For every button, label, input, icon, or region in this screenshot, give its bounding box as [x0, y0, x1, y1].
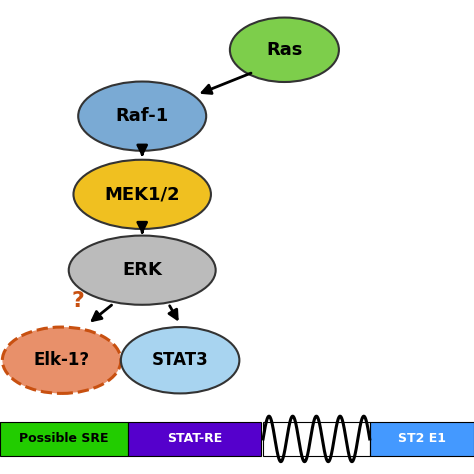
Ellipse shape — [69, 236, 216, 305]
Bar — [370, 422, 474, 456]
Text: ?: ? — [72, 291, 85, 311]
Text: Elk-1?: Elk-1? — [34, 351, 90, 369]
Text: MEK1/2: MEK1/2 — [104, 185, 180, 203]
Text: Ras: Ras — [266, 41, 302, 59]
Bar — [263, 422, 370, 456]
Text: ST2 E1: ST2 E1 — [398, 432, 446, 446]
Ellipse shape — [121, 327, 239, 393]
Ellipse shape — [78, 82, 206, 151]
Text: STAT-RE: STAT-RE — [167, 432, 222, 446]
Bar — [0, 422, 128, 456]
Ellipse shape — [230, 18, 339, 82]
Ellipse shape — [2, 327, 121, 393]
Bar — [128, 422, 261, 456]
Bar — [0, 422, 128, 456]
Bar — [370, 422, 474, 456]
Bar — [263, 422, 370, 456]
Text: ERK: ERK — [122, 261, 162, 279]
Text: Raf-1: Raf-1 — [116, 107, 169, 125]
Text: STAT3: STAT3 — [152, 351, 209, 369]
Text: Possible SRE: Possible SRE — [19, 432, 109, 446]
Bar — [128, 422, 261, 456]
Ellipse shape — [73, 160, 211, 229]
